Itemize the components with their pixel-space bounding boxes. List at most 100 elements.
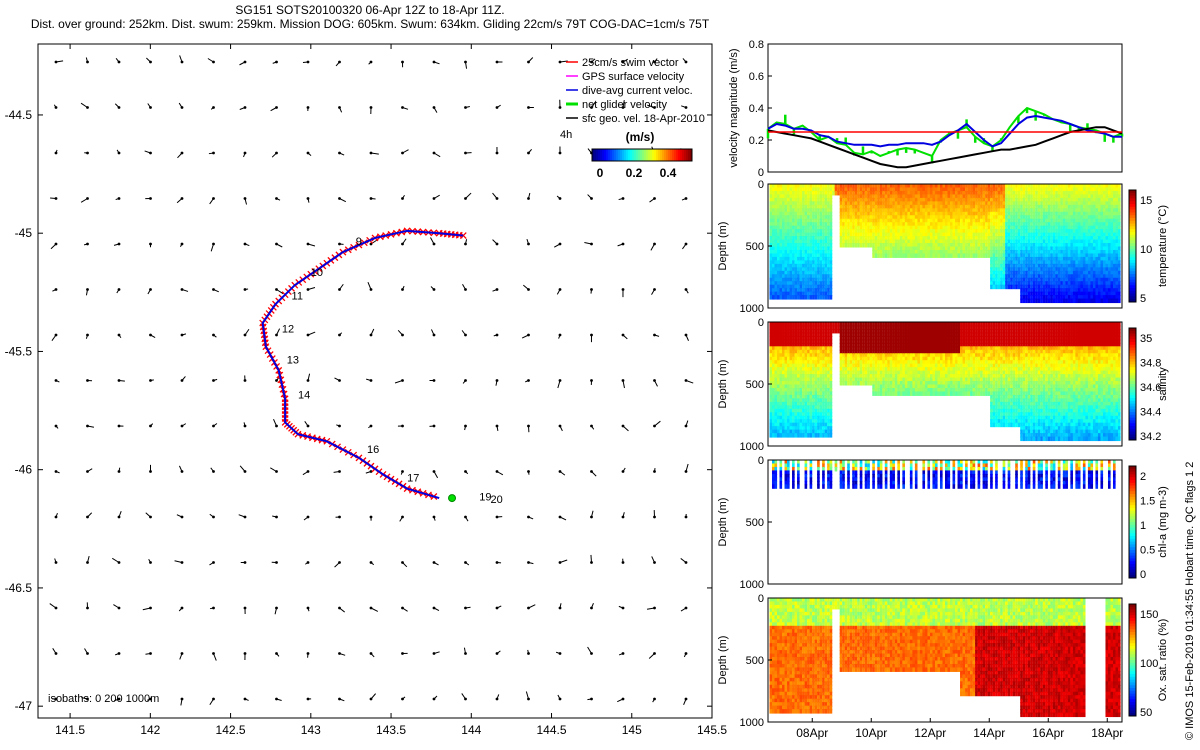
geo-velocity-arrow-base (464, 288, 467, 291)
profile-cell (922, 253, 925, 258)
geo-velocity-arrow-base (559, 516, 562, 519)
y-tick-label: -47 (15, 699, 33, 713)
profile-cell (774, 295, 777, 300)
geo-velocity-arrow-base (464, 106, 467, 109)
geo-velocity-arrow-base (86, 425, 89, 428)
x-tick-label: 143 (301, 723, 321, 737)
geo-velocity-arrow-base (370, 197, 373, 200)
geo-velocity-arrow-base (244, 516, 247, 519)
geo-velocity-arrow-base (149, 106, 152, 109)
geo-velocity-arrow-base (433, 243, 436, 246)
geo-velocity-arrow-base (149, 61, 152, 64)
geo-velocity-arrow-base (433, 652, 436, 655)
colorbar-cell (620, 149, 622, 161)
geo-velocity-arrow-base (464, 379, 467, 382)
geo-velocity-arrow-base (401, 698, 404, 701)
geo-velocity-arrow-base (370, 698, 373, 701)
profile-cell (968, 253, 971, 258)
profile-cell (822, 295, 825, 300)
colorbar-tick-label: 5 (1140, 293, 1146, 305)
colorbar-cell (658, 149, 660, 161)
geo-velocity-arrow-base (685, 425, 688, 428)
geo-velocity-arrow-base (181, 61, 184, 64)
vel-y-tick-label: 0 (758, 167, 764, 179)
colorbar-cell (684, 149, 686, 161)
geo-velocity-arrow-base (149, 152, 152, 155)
y-tick-label: -44.5 (5, 108, 33, 122)
geo-velocity-arrow-base (307, 288, 310, 291)
geo-velocity-arrow-base (559, 561, 562, 564)
profile-cell (769, 295, 772, 300)
profile-cell (769, 433, 772, 438)
profile-cell (892, 253, 895, 258)
geo-velocity-arrow-base (590, 243, 593, 246)
geo-velocity-arrow-base (55, 379, 58, 382)
geo-velocity-arrow-base (307, 425, 310, 428)
geo-velocity-arrow-base (307, 197, 310, 200)
colorbar-cell (594, 149, 596, 161)
profile-cell (867, 243, 870, 248)
geo-velocity-arrow-base (653, 197, 656, 200)
geo-velocity-arrow-base (275, 561, 278, 564)
profile-cell (852, 243, 855, 248)
geo-velocity-arrow-base (370, 652, 373, 655)
geo-velocity-arrow-base (244, 334, 247, 337)
geo-velocity-arrow-base (55, 470, 58, 473)
geo-velocity-arrow-base (590, 698, 593, 701)
profile-cell (1105, 299, 1108, 304)
geo-velocity-arrow-base (685, 652, 688, 655)
geo-velocity-arrow-base (338, 652, 341, 655)
colorbar-cell (598, 149, 600, 161)
geo-velocity-arrow-base (370, 288, 373, 291)
geo-velocity-arrow-base (275, 334, 278, 337)
geo-velocity-arrow-base (212, 379, 215, 382)
profile-cell (827, 295, 830, 300)
colorbar-tick-label: 15 (1140, 195, 1152, 207)
geo-velocity-arrow-base (55, 334, 58, 337)
geo-velocity-arrow-base (118, 379, 121, 382)
colorbar-cell (626, 149, 628, 161)
geo-velocity-arrow-base (86, 243, 89, 246)
geo-velocity-arrow-base (86, 561, 89, 564)
geo-velocity-arrow-base (55, 561, 58, 564)
geo-velocity-arrow-base (370, 61, 373, 64)
speed-colorbar (592, 149, 692, 161)
profile-cell (955, 253, 958, 258)
geo-velocity-arrow-base (338, 288, 341, 291)
geo-velocity-arrow-base (55, 288, 58, 291)
profile-cell (825, 295, 828, 300)
geo-velocity-arrow-base (181, 470, 184, 473)
geo-velocity-arrow-base (401, 425, 404, 428)
profile-cell (840, 243, 843, 248)
geo-velocity-arrow-base (244, 561, 247, 564)
profile-cell (1010, 285, 1013, 290)
geo-velocity-arrow-base (149, 243, 152, 246)
legend-item: sfc geo. vel. 18-Apr-2010 (582, 113, 705, 125)
geo-velocity-arrow-base (401, 607, 404, 610)
day-label: 14 (298, 390, 310, 402)
colorbar-cell (654, 149, 656, 161)
geo-velocity-arrow-base (212, 288, 215, 291)
profile-cell (995, 285, 998, 290)
geo-velocity-arrow-base (496, 288, 499, 291)
geo-velocity-arrow-base (496, 197, 499, 200)
geo-velocity-arrow-base (55, 516, 58, 519)
geo-velocity-arrow-base (496, 425, 499, 428)
profile-cell (885, 253, 888, 258)
geo-velocity-arrow-base (401, 652, 404, 655)
geo-velocity-arrow-base (622, 334, 625, 337)
colorbar-cell (618, 149, 620, 161)
profile-cell (865, 243, 868, 248)
geo-velocity-arrow-base (590, 561, 593, 564)
geo-velocity-arrow-base (590, 197, 593, 200)
geo-velocity-arrow-base (307, 243, 310, 246)
colorbar-cell (674, 149, 676, 161)
x-tick-label: 143.5 (376, 723, 406, 737)
vel-y-tick-label: 0.4 (749, 103, 764, 115)
geo-velocity-arrow-base (464, 470, 467, 473)
geo-velocity-arrow-base (496, 607, 499, 610)
geo-velocity-arrow-base (527, 516, 530, 519)
profile-cell (802, 295, 805, 300)
geo-velocity-arrow-base (118, 243, 121, 246)
